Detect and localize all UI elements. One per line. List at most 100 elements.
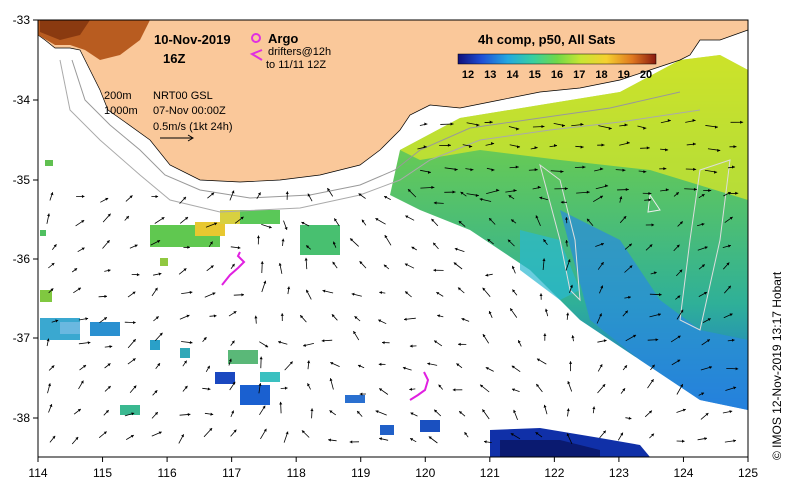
current-vector-head bbox=[452, 190, 456, 194]
current-vector-head bbox=[714, 125, 718, 129]
current-vector-head bbox=[232, 381, 236, 385]
current-vector-head bbox=[643, 170, 647, 174]
current-vector-head bbox=[489, 218, 492, 221]
colorbar-tick-label: 14 bbox=[506, 69, 519, 81]
current-vector-head bbox=[80, 380, 84, 384]
current-vector-head bbox=[212, 292, 216, 296]
current-vector-head bbox=[434, 409, 438, 413]
x-tick-label: 118 bbox=[287, 466, 306, 480]
current-vector-head bbox=[285, 191, 289, 194]
current-vector-head bbox=[513, 409, 517, 413]
current-vector-head bbox=[629, 265, 633, 269]
current-vector-head bbox=[129, 195, 133, 199]
x-tick-label: 119 bbox=[351, 466, 370, 480]
current-vector-head bbox=[329, 378, 333, 382]
current-vector-head bbox=[601, 143, 605, 147]
current-vector-head bbox=[484, 440, 487, 444]
current-vector-head bbox=[284, 386, 288, 390]
current-vector-head bbox=[231, 340, 235, 344]
current-vector-head bbox=[354, 316, 358, 320]
current-vector-head bbox=[231, 410, 234, 414]
current-vector-head bbox=[704, 246, 708, 250]
current-vector-head bbox=[600, 242, 604, 246]
x-tick-label: 122 bbox=[544, 466, 564, 480]
current-vector-head bbox=[330, 362, 334, 365]
current-vector-head bbox=[260, 261, 264, 264]
current-vector-head bbox=[231, 190, 235, 194]
y-tick-label: -34 bbox=[13, 93, 31, 107]
current-vector-head bbox=[332, 261, 336, 265]
current-vector-head bbox=[554, 144, 558, 148]
current-vector-head bbox=[628, 295, 631, 299]
current-vector-head bbox=[586, 190, 590, 194]
current-vector-head bbox=[327, 188, 331, 192]
current-vector-head bbox=[402, 366, 406, 370]
current-vector-head bbox=[622, 168, 626, 172]
drifters-period: to 11/11 12Z bbox=[266, 59, 326, 71]
current-vector-head bbox=[476, 123, 480, 127]
current-vector-head bbox=[155, 316, 159, 320]
current-vector-head bbox=[158, 431, 162, 435]
current-vector-head bbox=[701, 222, 705, 226]
current-vector-head bbox=[565, 240, 569, 243]
current-vector-head bbox=[542, 258, 546, 262]
current-vector-head bbox=[605, 184, 609, 188]
current-vector-head bbox=[233, 311, 237, 314]
current-vector-head bbox=[543, 239, 547, 243]
current-vector-head bbox=[107, 386, 111, 389]
current-vector-head bbox=[81, 194, 85, 198]
y-tick-label: -38 bbox=[13, 411, 31, 425]
current-vector-head bbox=[384, 196, 388, 199]
current-vector-head bbox=[279, 401, 283, 405]
current-vector-head bbox=[676, 244, 680, 248]
colorbar-tick-label: 12 bbox=[462, 69, 474, 81]
current-vector-head bbox=[562, 124, 566, 128]
current-vector-head bbox=[485, 367, 489, 370]
current-vector-head bbox=[675, 192, 679, 196]
current-vector-head bbox=[653, 271, 657, 275]
current-vector-head bbox=[726, 262, 730, 266]
current-vector-head bbox=[582, 165, 586, 169]
current-vector-head bbox=[482, 409, 486, 413]
current-vector-head bbox=[134, 244, 138, 248]
current-vector-head bbox=[310, 408, 314, 412]
current-vector-head bbox=[106, 240, 110, 244]
current-vector-head bbox=[301, 430, 305, 434]
current-vector-head bbox=[55, 319, 59, 323]
current-vector-head bbox=[704, 292, 707, 295]
current-vector-head bbox=[600, 262, 604, 266]
current-vector-head bbox=[599, 313, 602, 317]
current-vector-head bbox=[733, 386, 737, 390]
current-vector-head bbox=[51, 365, 55, 369]
colorbar-title: 4h comp, p50, All Sats bbox=[478, 32, 616, 47]
current-vector-head bbox=[103, 431, 107, 435]
current-vector-head bbox=[603, 339, 607, 343]
current-vector-head bbox=[567, 381, 571, 385]
current-vector-head bbox=[49, 404, 53, 408]
current-vector-head bbox=[301, 221, 305, 225]
current-vector-head bbox=[379, 437, 382, 441]
current-vector-head bbox=[431, 218, 435, 222]
current-vector-head bbox=[513, 188, 517, 192]
current-vector-head bbox=[626, 141, 630, 145]
current-vector-head bbox=[536, 384, 540, 387]
current-vector-head bbox=[103, 317, 107, 321]
current-vector-head bbox=[109, 345, 113, 349]
current-vector-head bbox=[105, 197, 109, 201]
current-vector-head bbox=[154, 287, 158, 291]
current-vector-head bbox=[566, 433, 570, 437]
current-vector-head bbox=[732, 165, 736, 169]
current-vector-head bbox=[328, 438, 331, 442]
current-vector-head bbox=[565, 217, 569, 220]
current-vector-head bbox=[491, 141, 495, 145]
current-vector-head bbox=[704, 437, 707, 441]
x-tick-label: 115 bbox=[93, 466, 112, 480]
current-vector-head bbox=[496, 188, 500, 192]
current-vector-head bbox=[628, 243, 632, 247]
current-vector-head bbox=[81, 247, 85, 251]
current-vector-head bbox=[717, 148, 721, 152]
current-vector-head bbox=[682, 408, 686, 412]
current-vector-head bbox=[332, 241, 336, 245]
current-vector-head bbox=[461, 318, 465, 321]
current-vector-head bbox=[438, 384, 442, 388]
